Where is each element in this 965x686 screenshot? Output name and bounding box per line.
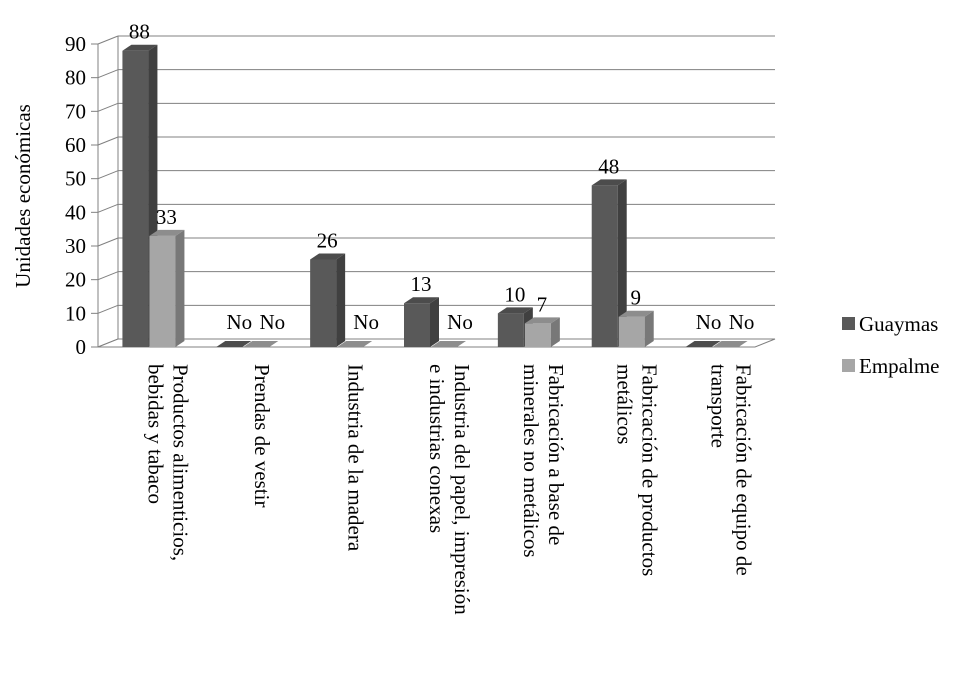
x-category-label: bebidas y tabaco: [143, 364, 167, 504]
y-tick-label: 50: [65, 167, 86, 191]
x-category-label: minerales no metálicos: [519, 364, 543, 558]
x-category-label: Productos alimenticios,: [168, 364, 192, 561]
bar-guaymas-top: [310, 253, 346, 260]
gridline-side: [97, 102, 119, 112]
data-label: No: [226, 310, 252, 334]
gridline-side: [97, 271, 119, 281]
bar-empalme-side: [644, 310, 654, 347]
data-label: No: [447, 310, 473, 334]
bar-empalme-top: [431, 341, 466, 347]
bar-empalme-front: [618, 316, 645, 347]
bar-guaymas-top: [216, 341, 252, 347]
data-label: 13: [411, 272, 432, 296]
x-category-label: Fabricación de productos: [638, 364, 662, 576]
bar-empalme-top: [149, 229, 185, 236]
bar-guaymas-top: [685, 341, 721, 347]
y-tick-label: 30: [65, 234, 86, 258]
data-label: No: [729, 310, 755, 334]
bar-guaymas-side: [430, 297, 439, 347]
data-label: 7: [537, 292, 548, 316]
gridline-side: [97, 136, 119, 146]
x-category-label: transporte: [707, 364, 731, 448]
gridline-side: [97, 69, 119, 79]
data-label: 33: [156, 205, 177, 229]
y-tick-label: 40: [65, 200, 86, 224]
data-label: No: [259, 310, 285, 334]
x-category-label: Fabricación de equipo de: [732, 364, 756, 576]
gridline-side: [97, 35, 119, 45]
y-axis-title: Unidades económicas: [11, 104, 35, 288]
bar-guaymas-front: [591, 185, 618, 347]
bar-empalme-top: [337, 341, 373, 347]
bar-guaymas-top: [591, 179, 627, 186]
bar-guaymas-front: [122, 50, 149, 347]
bar-empalme-front: [149, 235, 176, 347]
y-tick-label: 60: [65, 133, 86, 157]
data-label: 88: [129, 20, 150, 44]
gridline-side: [97, 304, 119, 314]
y-tick-label: 70: [65, 99, 86, 123]
y-tick-label: 0: [76, 335, 87, 359]
legend-swatch-guaymas: [842, 317, 855, 330]
bar-empalme-front: [524, 323, 551, 347]
y-tick-label: 80: [65, 66, 86, 90]
legend-label-empalme: Empalme: [859, 354, 939, 378]
y-tick-label: 20: [65, 268, 86, 292]
data-label: 26: [317, 228, 338, 252]
bar-guaymas-top: [497, 307, 533, 314]
bar-empalme-top: [524, 317, 560, 324]
bar-guaymas-side: [336, 253, 346, 347]
y-tick-label: 10: [65, 301, 86, 325]
data-label: 10: [504, 282, 525, 306]
x-category-label: e industrias conexas: [425, 364, 449, 533]
x-category-label: Prendas de vestir: [250, 364, 274, 507]
gridline-side: [97, 237, 119, 247]
data-label: 48: [598, 154, 619, 178]
legend-label-guaymas: Guaymas: [859, 312, 938, 336]
data-label: No: [353, 310, 379, 334]
bar-guaymas-front: [404, 303, 430, 347]
gridline-side: [97, 203, 119, 213]
bar-empalme-side: [175, 229, 185, 347]
x-category-label: Industria del papel, impresión: [450, 364, 474, 615]
bar-guaymas-front: [497, 313, 524, 347]
bar-empalme-top: [618, 310, 654, 317]
bar-guaymas-top: [122, 44, 158, 51]
data-label: No: [696, 310, 722, 334]
data-label: 9: [630, 286, 641, 310]
y-tick-label: 90: [65, 32, 86, 56]
bar-guaymas-top: [404, 297, 439, 304]
x-category-label: Industria de la madera: [344, 364, 368, 552]
x-category-label: Fabricación a base de: [544, 364, 568, 545]
x-category-label: metálicos: [613, 364, 637, 444]
legend-swatch-empalme: [842, 359, 855, 372]
bar-guaymas-side: [617, 179, 627, 347]
bar-empalme-top: [243, 341, 279, 347]
bar-empalme-top: [712, 341, 748, 347]
bar-empalme-side: [550, 317, 560, 347]
bar-guaymas-front: [310, 259, 337, 347]
gridline-side: [97, 170, 119, 180]
